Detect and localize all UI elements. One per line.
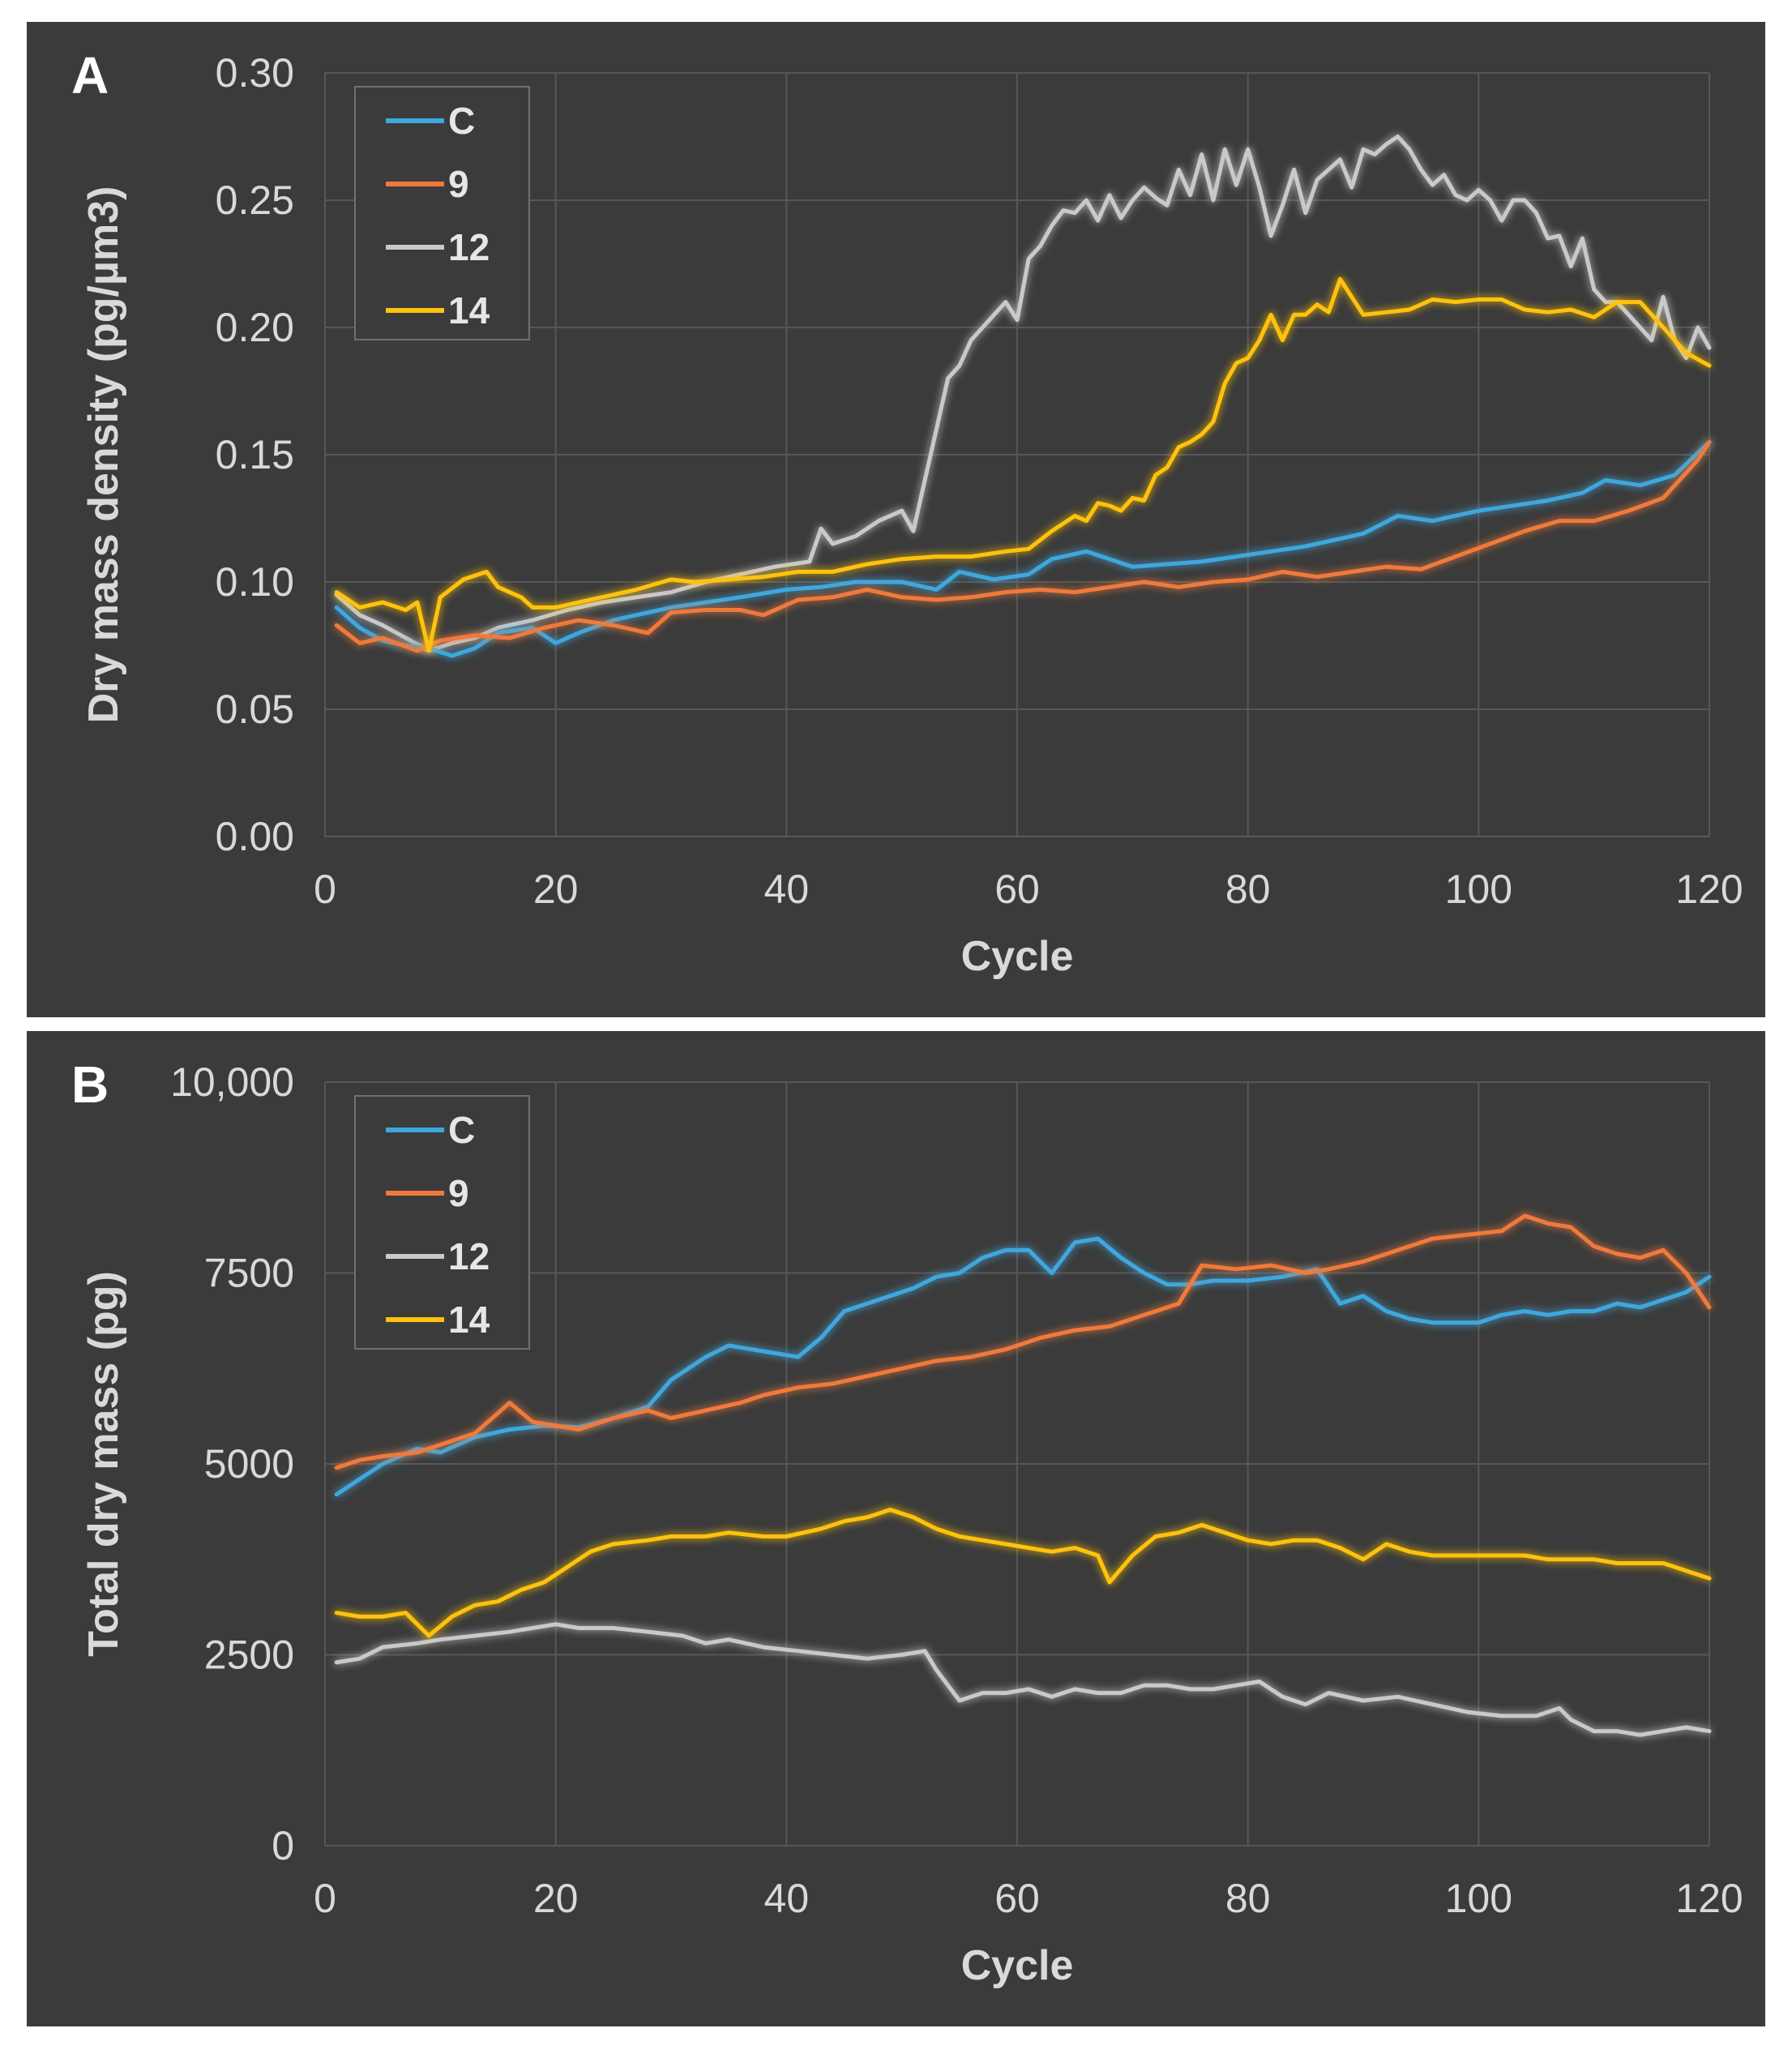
chart-b-ytick-label: 7500 <box>204 1251 294 1296</box>
chart-b-svg: 0 20 40 60 80 100 120 0 2500 5000 7500 10,000 Cycle T… <box>71 1055 1743 1989</box>
chart-a-xtick-label: 120 <box>1675 867 1743 912</box>
chart-a-svg: 0 20 40 60 80 100 120 0.00 0.05 0.10 0.15 0.20 0.25 0… <box>71 46 1743 980</box>
chart-panel-a: 0 20 40 60 80 100 120 0.00 0.05 0.10 0.15 0.20 0.25 0… <box>27 22 1765 1017</box>
chart-a-xtick-label: 0 <box>314 867 336 912</box>
chart-b-legend <box>354 1095 530 1350</box>
chart-b-series-12-line <box>334 1622 1712 1737</box>
chart-a-ytick-label: 0.30 <box>216 50 294 96</box>
chart-b-xtick-label: 60 <box>994 1876 1040 1921</box>
chart-a-legend <box>354 86 530 340</box>
chart-a-legend-label-14: 14 <box>448 289 490 332</box>
chart-b-xtick-label: 120 <box>1675 1876 1743 1921</box>
chart-a-y-axis-title: Dry mass density (pg/µm3) <box>80 186 127 724</box>
chart-a-ytick-label: 0.05 <box>216 687 294 732</box>
chart-b-ytick-label: 0 <box>272 1823 294 1868</box>
chart-b-legend-label-12: 12 <box>448 1235 490 1277</box>
chart-a-series-14-line <box>334 276 1712 653</box>
chart-b-series-9-line <box>334 1213 1712 1470</box>
chart-b-xtick-label: 100 <box>1445 1876 1512 1921</box>
chart-a-xtick-label: 60 <box>994 867 1040 912</box>
chart-a-xtick-label: 100 <box>1445 867 1512 912</box>
chart-a-ytick-label: 0.00 <box>216 814 294 859</box>
chart-b-ytick-label: 10,000 <box>170 1059 294 1105</box>
chart-b-xtick-label: 80 <box>1225 1876 1271 1921</box>
chart-a-ytick-label: 0.10 <box>216 559 294 605</box>
chart-a-ytick-label: 0.15 <box>216 432 294 477</box>
chart-a-legend-label-9: 9 <box>448 163 469 205</box>
chart-a-ytick-label: 0.20 <box>216 305 294 350</box>
chart-a-xtick-label: 80 <box>1225 867 1271 912</box>
chart-a-legend-label-12: 12 <box>448 226 490 268</box>
chart-panel-b: 0 20 40 60 80 100 120 0 2500 5000 7500 10,000 Cycle T… <box>27 1031 1765 2026</box>
chart-b-panel-letter: B <box>71 1055 109 1114</box>
chart-b-xtick-label: 40 <box>764 1876 810 1921</box>
chart-a-xtick-label: 20 <box>533 867 579 912</box>
chart-b-series-14-line <box>334 1508 1712 1638</box>
chart-a-panel-letter: A <box>71 46 109 105</box>
chart-b-ytick-label: 2500 <box>204 1633 294 1678</box>
chart-b-xtick-label: 20 <box>533 1876 579 1921</box>
chart-b-legend-label-c: C <box>448 1109 475 1151</box>
chart-b-x-axis-title: Cycle <box>961 1942 1074 1989</box>
chart-a-xtick-label: 40 <box>764 867 810 912</box>
chart-b-legend-label-9: 9 <box>448 1172 469 1214</box>
chart-b-xtick-label: 0 <box>314 1876 336 1921</box>
chart-a-series-9-line <box>334 439 1712 653</box>
chart-b-series-c-line <box>334 1236 1712 1497</box>
chart-a-series-c-line <box>334 439 1712 658</box>
chart-a-x-axis-title: Cycle <box>961 933 1074 980</box>
chart-b-y-axis-title: Total dry mass (pg) <box>80 1271 127 1657</box>
chart-a-ytick-label: 0.25 <box>216 178 294 223</box>
chart-b-legend-label-14: 14 <box>448 1299 490 1341</box>
chart-a-legend-label-c: C <box>448 100 475 142</box>
chart-a-series-12-line <box>334 135 1712 653</box>
chart-b-ytick-label: 5000 <box>204 1441 294 1487</box>
